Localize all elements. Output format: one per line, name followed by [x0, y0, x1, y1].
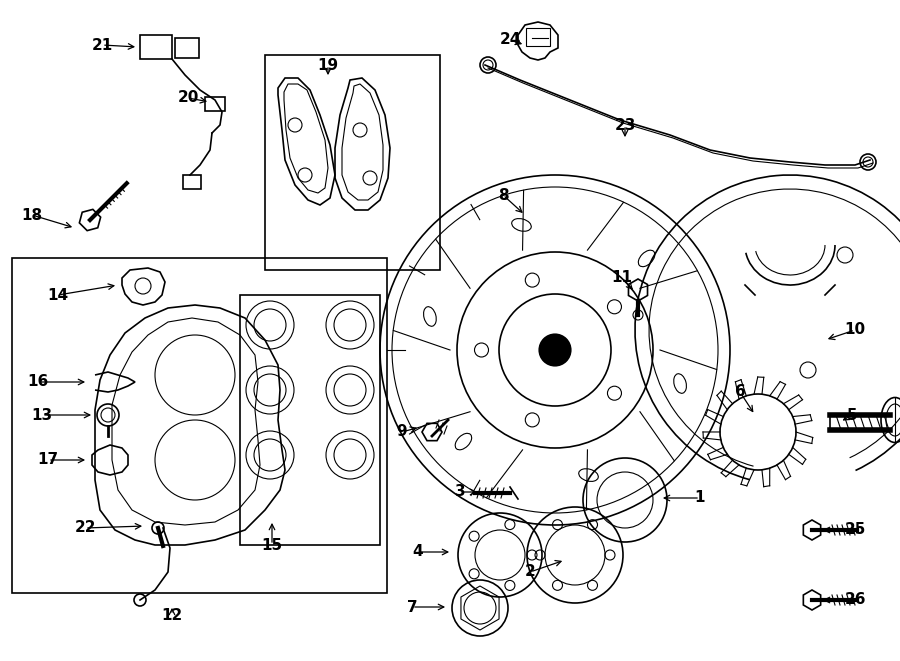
Text: 10: 10	[844, 323, 866, 338]
Text: 4: 4	[413, 545, 423, 559]
Text: 26: 26	[844, 592, 866, 607]
Text: 5: 5	[847, 407, 858, 422]
Text: 15: 15	[261, 537, 283, 553]
Text: 1: 1	[695, 490, 706, 506]
Text: 3: 3	[454, 485, 465, 500]
Text: 17: 17	[38, 453, 58, 467]
Text: 22: 22	[74, 520, 95, 535]
Text: 11: 11	[611, 270, 633, 286]
Text: 2: 2	[525, 564, 535, 580]
Bar	[526, 28, 550, 46]
Text: 12: 12	[161, 607, 183, 623]
Text: 6: 6	[734, 385, 745, 399]
Bar	[140, 35, 172, 59]
Text: 24: 24	[500, 32, 521, 48]
Circle shape	[539, 334, 571, 366]
Text: 16: 16	[27, 375, 49, 389]
Bar	[240, 295, 380, 545]
Text: 7: 7	[407, 600, 418, 615]
Text: 13: 13	[32, 407, 52, 422]
Bar	[175, 38, 199, 58]
Text: 8: 8	[498, 188, 508, 202]
Text: 19: 19	[318, 58, 338, 73]
Text: 14: 14	[48, 288, 68, 303]
Text: 9: 9	[397, 424, 408, 440]
Bar	[205, 97, 225, 111]
Text: 20: 20	[177, 91, 199, 106]
Text: 21: 21	[92, 38, 112, 52]
Bar	[265, 55, 440, 270]
Text: 23: 23	[615, 118, 635, 132]
Text: 25: 25	[844, 522, 866, 537]
Text: 18: 18	[22, 208, 42, 223]
Bar	[183, 175, 201, 189]
Bar	[12, 258, 387, 593]
